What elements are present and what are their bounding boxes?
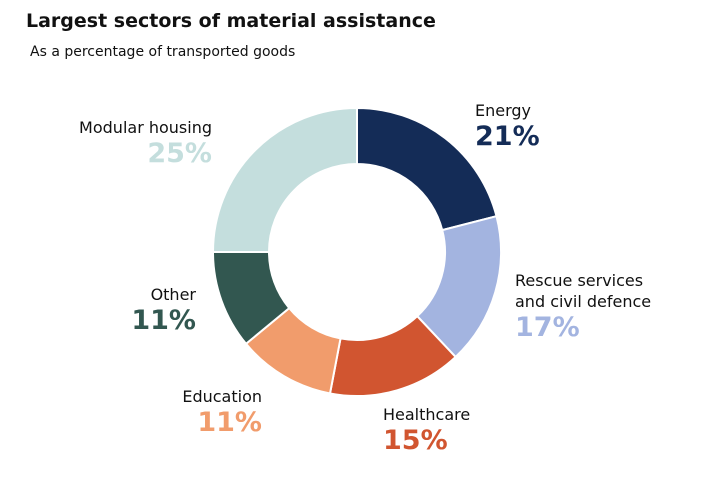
value-label: 17% — [515, 312, 580, 343]
chart-title: Largest sectors of material assistance — [26, 10, 436, 32]
category-name: Rescue services and civil defence — [515, 271, 652, 311]
slice-label: Other 11% — [131, 284, 196, 337]
donut-slice — [211, 106, 358, 253]
value-label: 11% — [197, 407, 262, 438]
slice-label: Rescue services and civil defence 17% — [515, 270, 675, 344]
category-name: Other — [150, 285, 196, 304]
slice-label: Energy 21% — [475, 100, 540, 153]
slice-label: Healthcare 15% — [383, 404, 470, 457]
chart-subtitle: As a percentage of transported goods — [30, 44, 296, 60]
category-name: Healthcare — [383, 405, 471, 424]
value-label: 15% — [383, 425, 448, 456]
value-label: 11% — [131, 305, 196, 336]
category-name: Education — [182, 387, 262, 406]
value-label: 21% — [475, 121, 540, 152]
category-name: Energy — [475, 101, 532, 120]
slice-label: Education 11% — [182, 386, 262, 439]
category-name: Modular housing — [79, 118, 212, 137]
value-label: 25% — [147, 138, 212, 169]
donut-slice — [356, 106, 498, 232]
slice-label: Modular housing 25% — [79, 117, 212, 170]
